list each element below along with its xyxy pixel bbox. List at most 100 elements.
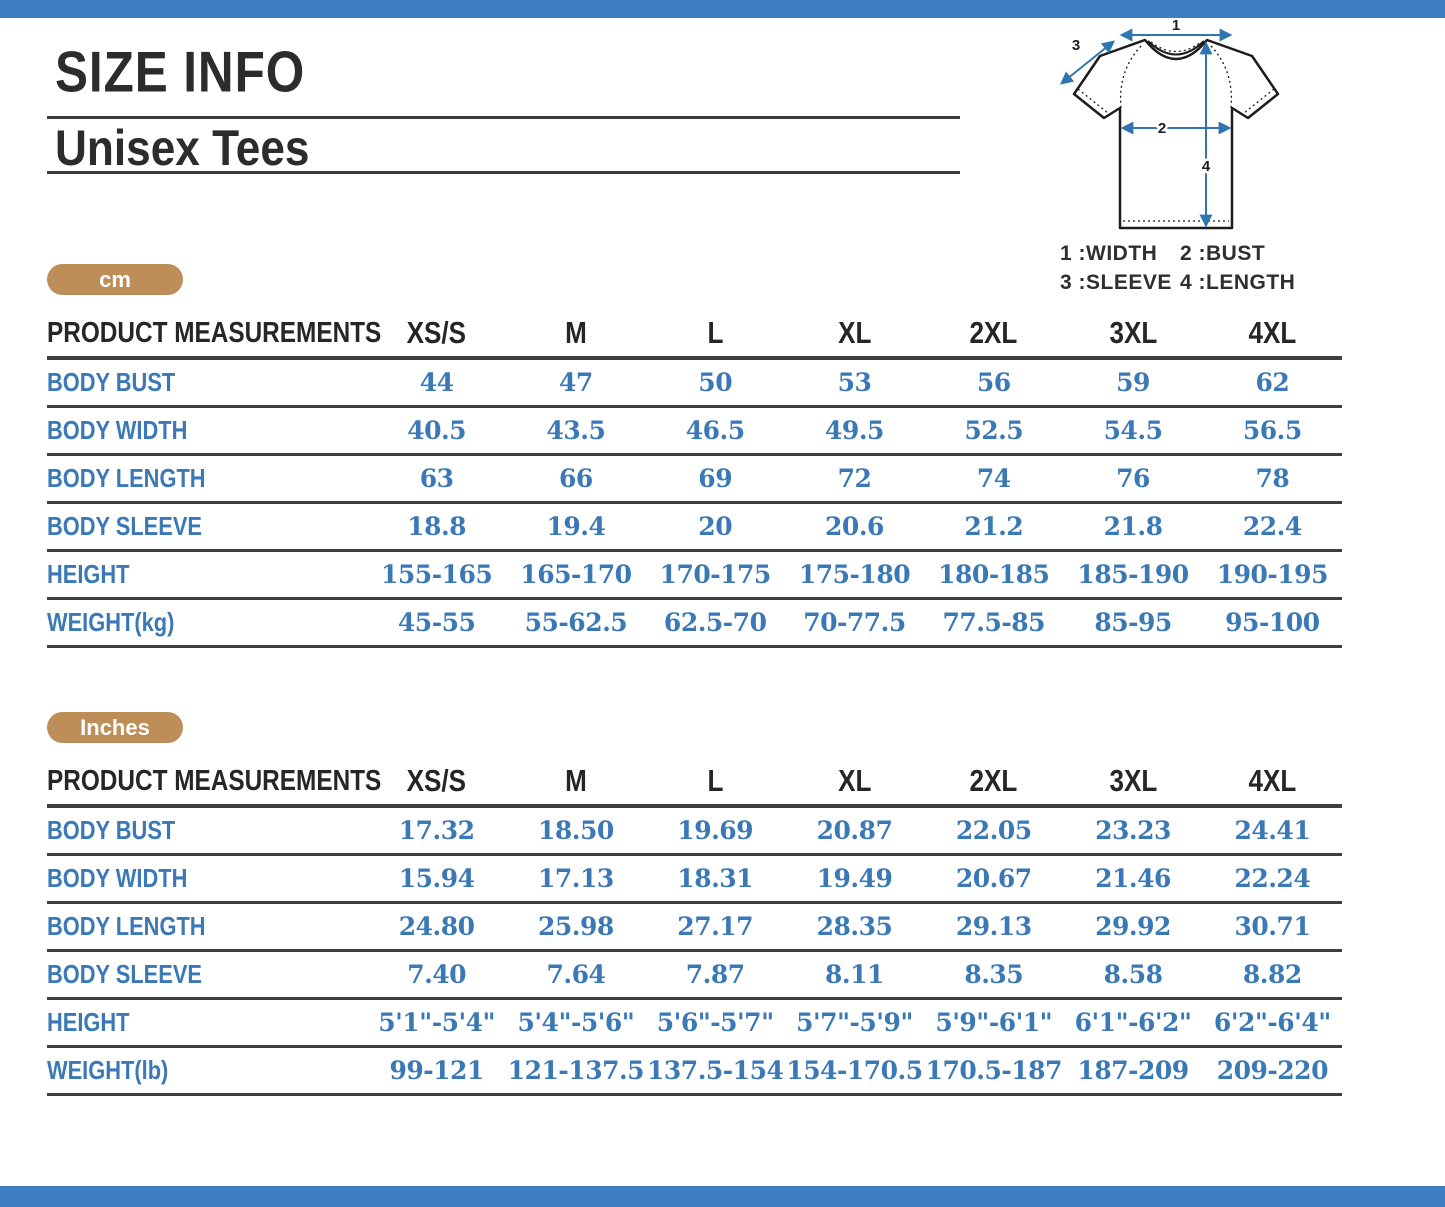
measurement-value: 76 [1116, 463, 1150, 493]
size-column-header: 4XL [1248, 763, 1297, 798]
measurement-row: BODY LENGTH 63 66 69 72 74 76 78 [47, 454, 1342, 502]
measurement-value: 8.58 [1103, 959, 1163, 989]
measurement-value: 15.94 [398, 863, 475, 893]
measurement-row: WEIGHT(kg) 45-55 55-62.5 62.5-70 70-77.5 77.5… [47, 598, 1342, 646]
diagram-legend: 1 :WIDTH 2 :BUST 3 :SLEEVE 4 :LENGTH [1060, 242, 1295, 295]
measurement-value: 55-62.5 [524, 607, 628, 637]
measurement-value: 69 [698, 463, 733, 493]
row-label: HEIGHT [47, 1006, 130, 1037]
measurement-value: 5'1"-5'4" [378, 1007, 496, 1037]
measurement-row: BODY BUST 44 47 50 53 56 59 62 [47, 358, 1342, 406]
size-table-inches: PRODUCT MEASUREMENTS XS/S M L XL 2XL 3XL 4XL BOD… [47, 758, 1342, 1096]
title-divider-top [47, 116, 960, 119]
measurement-value: 25.98 [538, 911, 614, 941]
measurement-value: 44 [419, 367, 454, 397]
size-column-header: L [707, 315, 724, 350]
measurements-header: PRODUCT MEASUREMENTS [47, 764, 382, 797]
measurement-value: 185-190 [1077, 559, 1189, 589]
bust-marker-label: 2 [1158, 120, 1166, 137]
row-label: BODY LENGTH [47, 910, 206, 941]
page-title: SIZE INFO [55, 39, 306, 105]
measurement-row: BODY WIDTH 15.94 17.13 18.31 19.49 20.67 21.46… [47, 854, 1342, 902]
measurement-value: 52.5 [964, 415, 1024, 445]
measurement-value: 21.46 [1095, 863, 1171, 893]
size-column-header: M [565, 763, 587, 798]
measurement-value: 28.35 [816, 911, 893, 941]
measurement-value: 17.32 [398, 815, 475, 845]
row-label: WEIGHT(kg) [47, 606, 175, 637]
measurement-value: 77.5-85 [942, 607, 1046, 637]
tshirt-outline-icon [1072, 38, 1280, 230]
length-marker-label: 4 [1202, 158, 1211, 175]
table-header-row: PRODUCT MEASUREMENTS XS/S M L XL 2XL 3XL 4XL [47, 758, 1342, 806]
measurement-value: 59 [1116, 367, 1150, 397]
measurement-value: 22.24 [1234, 863, 1311, 893]
left-armhole-stitch [1119, 45, 1142, 109]
measurement-value: 8.82 [1242, 959, 1302, 989]
size-column-header: XS/S [406, 763, 467, 798]
size-column-header: L [707, 763, 724, 798]
measurement-row: BODY SLEEVE 18.8 19.4 20 20.6 21.2 21.8 22.4 [47, 502, 1342, 550]
measurement-value: 5'4"-5'6" [517, 1007, 635, 1037]
measurement-value: 19.4 [546, 511, 606, 541]
measurement-value: 170-175 [659, 559, 772, 589]
measurement-row: WEIGHT(lb) 99-121 121-137.5 137.5-154 154-17… [47, 1046, 1342, 1094]
measurement-value: 30.71 [1234, 911, 1311, 941]
measurement-value: 6'2"-6'4" [1213, 1007, 1331, 1037]
measurement-value: 18.8 [407, 511, 467, 541]
row-label: BODY LENGTH [47, 462, 206, 493]
measurement-value: 19.69 [677, 815, 754, 845]
measurement-value: 43.5 [546, 415, 606, 445]
measurement-value: 187-209 [1077, 1055, 1189, 1085]
measurement-value: 5'9"-6'1" [935, 1007, 1053, 1037]
right-cuff-stitch [1243, 88, 1275, 114]
measurement-row: HEIGHT 155-165 165-170 170-175 175-180 180-18… [47, 550, 1342, 598]
measurement-value: 18.50 [538, 815, 614, 845]
size-column-header: 3XL [1109, 763, 1157, 798]
title-divider-bottom [47, 171, 960, 174]
measurement-row: BODY BUST 17.32 18.50 19.69 20.87 22.05 23.23 2… [47, 806, 1342, 854]
measurement-value: 22.4 [1242, 511, 1302, 541]
size-column-header: 3XL [1109, 315, 1157, 350]
measurement-value: 50 [698, 367, 733, 397]
measurement-value: 20.87 [816, 815, 893, 845]
measurement-value: 154-170.5 [786, 1055, 923, 1085]
sleeve-arrow [1059, 40, 1116, 85]
measurement-value: 6'1"-6'2" [1074, 1007, 1192, 1037]
row-label: HEIGHT [47, 558, 130, 589]
tshirt-measurement-diagram: 1 2 3 4 [1059, 17, 1280, 230]
measurement-value: 74 [976, 463, 1011, 493]
measurement-value: 29.92 [1095, 911, 1171, 941]
measurement-value: 5'7"-5'9" [796, 1007, 913, 1037]
table-header-row: PRODUCT MEASUREMENTS XS/S M L XL 2XL 3XL 4XL [47, 310, 1342, 358]
measurement-value: 24.41 [1234, 815, 1311, 845]
measurement-value: 62.5-70 [663, 607, 767, 637]
measurement-value: 21.8 [1103, 511, 1163, 541]
measurement-value: 180-185 [938, 559, 1050, 589]
measurement-value: 99-121 [389, 1055, 484, 1085]
measurement-row: BODY WIDTH 40.5 43.5 46.5 49.5 52.5 54.5 56.5 [47, 406, 1342, 454]
measurement-row: BODY LENGTH 24.80 25.98 27.17 28.35 29.13 29.9… [47, 902, 1342, 950]
measurement-value: 29.13 [955, 911, 1032, 941]
measurement-value: 209-220 [1216, 1055, 1329, 1085]
measurement-value: 78 [1255, 463, 1290, 493]
legend-item-sleeve: 3 :SLEEVE [1060, 271, 1172, 294]
measurement-value: 8.11 [825, 959, 884, 989]
measurement-value: 7.87 [685, 959, 745, 989]
measurement-value: 137.5-154 [647, 1055, 784, 1085]
row-label: BODY BUST [47, 814, 176, 845]
width-marker-label: 1 [1172, 17, 1180, 34]
measurement-row: BODY SLEEVE 7.40 7.64 7.87 8.11 8.35 8.58 8.82 [47, 950, 1342, 998]
measurements-header: PRODUCT MEASUREMENTS [47, 316, 382, 349]
row-label: BODY WIDTH [47, 862, 188, 893]
measurement-value: 20.67 [955, 863, 1032, 893]
measurement-value: 56.5 [1242, 415, 1302, 445]
measurement-value: 7.40 [407, 959, 467, 989]
measurement-value: 47 [559, 367, 593, 397]
measurement-value: 20 [698, 511, 733, 541]
measurement-value: 165-170 [520, 559, 632, 589]
measurement-value: 27.17 [677, 911, 754, 941]
size-column-header: XS/S [406, 315, 467, 350]
measurement-value: 175-180 [798, 559, 911, 589]
size-column-header: XL [837, 763, 872, 798]
